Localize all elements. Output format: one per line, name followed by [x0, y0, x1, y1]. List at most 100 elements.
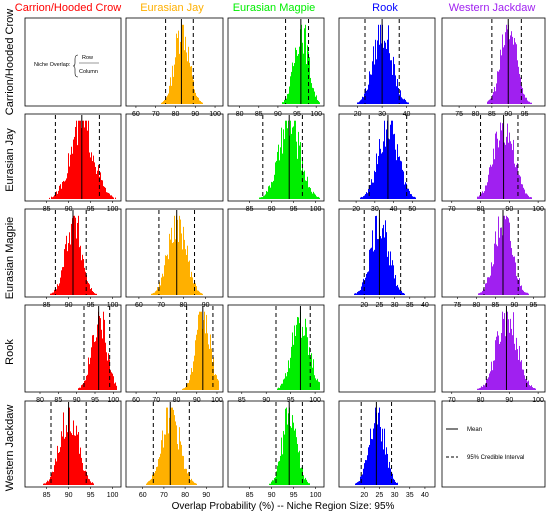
histogram-bar — [199, 100, 200, 104]
x-tick-label: 100 — [309, 397, 321, 404]
histogram-bar — [61, 270, 62, 295]
x-tick-label: 85 — [43, 492, 51, 499]
histogram-bar — [169, 233, 170, 295]
histogram-bar — [355, 293, 356, 295]
panel-frame-r0-c4 — [441, 17, 546, 107]
histogram-bar — [386, 129, 387, 199]
histogram-bar — [306, 64, 307, 104]
histogram-bar — [529, 385, 530, 390]
histogram-bar — [285, 373, 286, 390]
histogram-bar — [182, 24, 183, 104]
x-tick-label: 100 — [310, 111, 322, 118]
histogram-bar — [380, 426, 381, 485]
histogram-bar — [284, 378, 285, 390]
histogram-bar — [187, 473, 188, 485]
row-title-eurasian-magpie: Eurasian Magpie — [4, 217, 16, 300]
histogram-bar — [490, 371, 491, 390]
histogram-bar — [73, 420, 74, 485]
histogram-bar — [359, 290, 360, 295]
histogram-bar — [148, 481, 149, 485]
histogram-bar — [277, 151, 278, 199]
histogram-bar — [385, 42, 386, 104]
column-title-eurasian-magpie: Eurasian Magpie — [233, 2, 316, 14]
x-tick-label: 50 — [408, 206, 416, 213]
x-tick-label: 95 — [290, 206, 298, 213]
histogram-bar — [534, 388, 535, 390]
histogram-bar — [202, 293, 203, 295]
histogram-bar — [499, 237, 500, 295]
x-tick-label: 95 — [287, 397, 295, 404]
x-tick-label: 85 — [488, 111, 496, 118]
histogram-bar — [298, 317, 299, 390]
histogram-bar — [172, 407, 173, 485]
histogram-bar — [105, 187, 106, 199]
histogram-bar — [359, 481, 360, 485]
histogram-bar — [405, 100, 406, 104]
histogram-bar — [94, 293, 95, 295]
histogram-bar — [103, 311, 104, 390]
histogram-bar — [177, 219, 178, 295]
histogram-bar — [196, 483, 197, 485]
histogram-bar — [190, 276, 191, 295]
histogram-bar — [375, 216, 376, 295]
histogram-bar — [491, 98, 492, 104]
histogram-bar — [151, 293, 152, 295]
histogram-bar — [173, 242, 174, 295]
histogram-bar — [509, 132, 510, 199]
histogram-bar — [485, 185, 486, 199]
histogram-bar — [61, 188, 62, 199]
panel-frame-r0-c3 — [338, 17, 436, 107]
histogram-bar — [316, 95, 317, 104]
histogram-bar — [391, 60, 392, 104]
histogram-bar — [389, 265, 390, 295]
histogram-bar — [527, 381, 528, 390]
x-tick-label: 35 — [406, 492, 414, 499]
histogram-bar — [288, 360, 289, 390]
histogram-bar — [294, 120, 295, 199]
panel-frame-r3-c1 — [125, 304, 224, 393]
histogram-bar — [203, 320, 204, 390]
histogram-bar — [182, 249, 183, 295]
histogram-bar — [154, 292, 155, 295]
histogram-bar — [283, 379, 284, 390]
histogram-bar — [375, 172, 376, 199]
histogram-bar — [185, 387, 186, 390]
histogram-bar — [523, 187, 524, 199]
histogram-bar — [521, 184, 522, 199]
histogram-bar — [388, 25, 389, 105]
histogram-bar — [383, 141, 384, 199]
histogram-bar — [528, 380, 529, 390]
x-tick-label: 90 — [268, 492, 276, 499]
x-tick-label: 20 — [360, 492, 368, 499]
histogram-bar — [286, 120, 287, 199]
histogram-bar — [515, 262, 516, 295]
histogram-bar — [181, 233, 182, 295]
histogram-bar — [201, 293, 202, 295]
histogram-bar — [524, 292, 525, 295]
histogram-bar — [89, 479, 90, 485]
histogram-bar — [512, 150, 513, 199]
histogram-bar — [511, 248, 512, 295]
histogram-bar — [183, 24, 184, 104]
histogram-bar — [400, 290, 401, 295]
histogram-bar — [484, 289, 485, 295]
histogram-bar — [163, 447, 164, 485]
histogram-bar — [361, 99, 362, 104]
histogram-bar — [371, 247, 372, 295]
histogram-bar — [58, 285, 59, 295]
histogram-bar — [306, 479, 307, 485]
histogram-bar — [393, 478, 394, 485]
histogram-bar — [80, 245, 81, 295]
panel-frame-r2-c3 — [338, 208, 436, 298]
histogram-bar — [101, 180, 102, 199]
histogram-bar — [90, 289, 91, 295]
histogram-bar — [99, 315, 100, 390]
x-tick-label: 90 — [274, 111, 282, 118]
histogram-bar — [381, 43, 382, 104]
histogram-bar — [313, 359, 314, 390]
histogram-bar — [210, 334, 211, 390]
histogram-bar — [74, 435, 75, 485]
histogram-bar — [362, 474, 363, 485]
histogram-bar — [504, 313, 505, 390]
histogram-bar — [523, 290, 524, 295]
